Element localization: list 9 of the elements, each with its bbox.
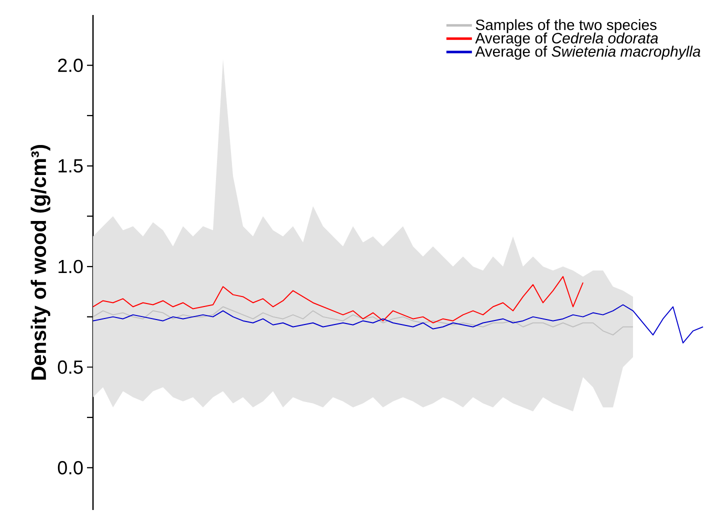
legend-label: Samples of the two species <box>476 19 656 34</box>
y-tick-label: 1.0 <box>58 260 83 274</box>
legend-label: Average of Swietenia macrophylla <box>475 46 700 60</box>
y-tick-label: 1.5 <box>58 159 83 173</box>
y-tick-label: 2.0 <box>58 58 83 72</box>
y-axis-title: Density of wood (g/cm³) <box>30 145 50 380</box>
y-tick-label: 0.0 <box>58 461 83 475</box>
y-tick-label: 0.5 <box>58 360 83 374</box>
legend-label: Average of Cedrela odorata <box>475 32 658 47</box>
